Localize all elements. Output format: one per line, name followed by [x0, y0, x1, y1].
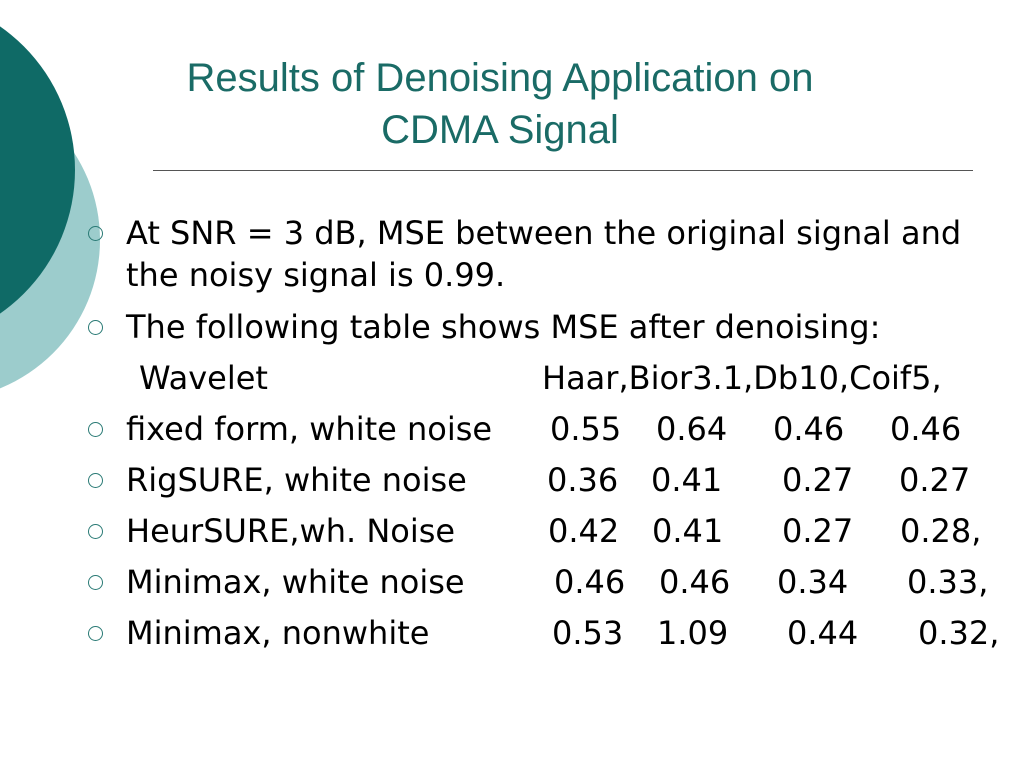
bullet-icon	[88, 524, 103, 539]
row-value-db10: 0.27	[782, 510, 853, 552]
row-value-haar: 0.46	[554, 561, 625, 603]
bullet-text: The following table shows MSE after deno…	[126, 306, 880, 348]
row-value-coif5: 0.32,	[918, 612, 999, 654]
row-value-coif5: 0.33,	[907, 561, 988, 603]
bullet-icon	[88, 422, 103, 437]
row-label: Minimax, white noise	[126, 561, 465, 603]
row-value-haar: 0.55	[550, 408, 621, 450]
row-value-coif5: 0.27	[899, 459, 970, 501]
table-header-wavelets: Haar,Bior3.1,Db10,Coif5,	[542, 357, 942, 399]
row-value-db10: 0.27	[782, 459, 853, 501]
bullet-icon	[88, 226, 103, 241]
bullet-icon	[88, 473, 103, 488]
row-value-db10: 0.44	[787, 612, 858, 654]
row-value-bior: 1.09	[657, 612, 728, 654]
row-value-bior: 0.46	[659, 561, 730, 603]
row-value-bior: 0.64	[656, 408, 727, 450]
row-value-haar: 0.36	[547, 459, 618, 501]
row-value-db10: 0.46	[773, 408, 844, 450]
row-label: Minimax, nonwhite	[126, 612, 429, 654]
row-label: fixed form, white noise	[126, 408, 492, 450]
row-value-bior: 0.41	[651, 459, 722, 501]
table-header-label: Wavelet	[139, 357, 268, 399]
row-value-haar: 0.53	[552, 612, 623, 654]
bullet-icon	[88, 575, 103, 590]
bullet-icon	[88, 626, 103, 641]
row-label: HeurSURE,wh. Noise	[126, 510, 455, 552]
row-value-db10: 0.34	[777, 561, 848, 603]
row-value-bior: 0.41	[652, 510, 723, 552]
row-label: RigSURE, white noise	[126, 459, 467, 501]
bullet-text: At SNR = 3 dB, MSE between the original …	[126, 212, 996, 296]
bullet-icon	[88, 320, 103, 335]
row-value-coif5: 0.28,	[900, 510, 981, 552]
row-value-haar: 0.42	[548, 510, 619, 552]
row-value-coif5: 0.46	[890, 408, 961, 450]
